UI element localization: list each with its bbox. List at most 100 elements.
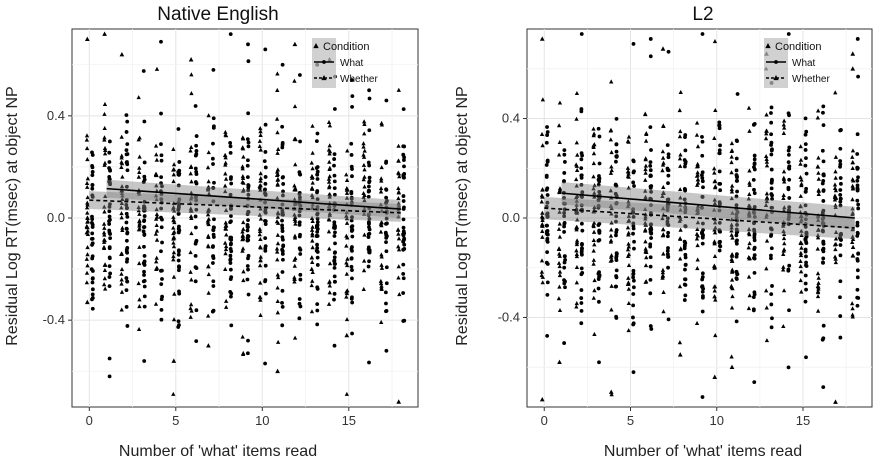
point-whether [609, 164, 614, 169]
point-what [384, 348, 389, 353]
point-whether [327, 283, 332, 288]
point-whether [712, 284, 717, 289]
point-what [545, 280, 550, 285]
point-whether [764, 163, 770, 168]
point-whether [609, 283, 614, 288]
point-what [142, 359, 147, 363]
point-whether [694, 173, 700, 178]
point-what [263, 122, 268, 127]
point-whether [258, 176, 263, 181]
point-what [717, 220, 722, 225]
point-whether [644, 255, 649, 260]
point-what [700, 153, 705, 158]
point-whether [729, 154, 734, 159]
point-whether [293, 187, 298, 192]
point-what [701, 221, 705, 226]
point-what [384, 281, 389, 286]
point-whether [747, 182, 752, 187]
point-what [263, 175, 268, 179]
point-whether [574, 163, 580, 168]
scatter-cloud [539, 39, 861, 397]
point-whether [292, 212, 297, 217]
point-whether [539, 131, 545, 136]
point-what [142, 160, 147, 165]
point-what [125, 206, 129, 210]
point-what [107, 374, 112, 379]
point-whether [275, 232, 280, 237]
point-whether [539, 214, 545, 219]
point-whether [137, 297, 142, 302]
point-whether [119, 205, 124, 210]
point-whether [626, 199, 631, 204]
point-what [648, 227, 653, 232]
point-what [176, 252, 181, 257]
point-whether [378, 189, 384, 194]
point-what [596, 177, 601, 182]
point-whether [643, 157, 648, 162]
point-whether [379, 252, 384, 257]
point-what [855, 257, 860, 261]
point-what [579, 272, 584, 277]
point-what [544, 140, 549, 145]
point-what [597, 134, 602, 139]
point-what [280, 247, 285, 252]
point-whether [815, 108, 821, 113]
point-whether [275, 169, 280, 174]
point-what [769, 186, 774, 191]
point-what [350, 276, 354, 281]
point-what [752, 157, 757, 162]
point-whether [361, 162, 367, 167]
point-whether [799, 241, 804, 246]
point-whether [120, 196, 125, 202]
point-whether [833, 202, 838, 208]
point-whether [591, 143, 596, 148]
point-whether [84, 180, 90, 185]
point-what [769, 302, 774, 307]
point-whether [102, 135, 107, 140]
point-what [297, 192, 302, 196]
x-tick-label: 10 [255, 413, 269, 428]
point-what [579, 296, 584, 300]
point-what [401, 276, 406, 281]
point-what [786, 221, 791, 226]
point-whether [137, 211, 142, 216]
point-what [804, 233, 809, 238]
point-what [614, 159, 618, 164]
point-what [683, 267, 687, 272]
point-whether [293, 218, 298, 223]
point-what [751, 122, 756, 127]
point-whether [661, 184, 666, 189]
point-what [142, 284, 147, 289]
point-whether [591, 161, 596, 166]
point-whether [292, 276, 297, 281]
point-whether [275, 298, 280, 304]
point-whether [833, 188, 839, 193]
point-whether [678, 247, 683, 252]
point-what [769, 111, 773, 115]
panel-l2: L2 Number of 'what' items read Residual … [454, 4, 873, 460]
point-whether [799, 245, 804, 250]
point-what [90, 225, 95, 229]
point-what [821, 110, 825, 115]
point-what [280, 252, 285, 256]
point-what [315, 285, 320, 290]
point-what [159, 308, 164, 312]
point-whether [609, 257, 614, 262]
point-whether [643, 170, 648, 175]
point-what [228, 253, 233, 258]
legend-marker-circle [774, 60, 778, 64]
point-whether [764, 131, 769, 136]
point-what [124, 249, 129, 254]
point-what [787, 263, 792, 268]
point-whether [310, 174, 315, 179]
point-whether [275, 339, 281, 344]
point-whether [574, 140, 579, 145]
point-what [160, 294, 164, 299]
point-what [683, 210, 688, 215]
point-whether [120, 174, 125, 179]
point-what [735, 178, 739, 183]
point-whether [102, 209, 107, 214]
point-what [579, 221, 584, 226]
x-tick-label: 10 [710, 413, 724, 428]
fit-line-what [561, 192, 855, 219]
